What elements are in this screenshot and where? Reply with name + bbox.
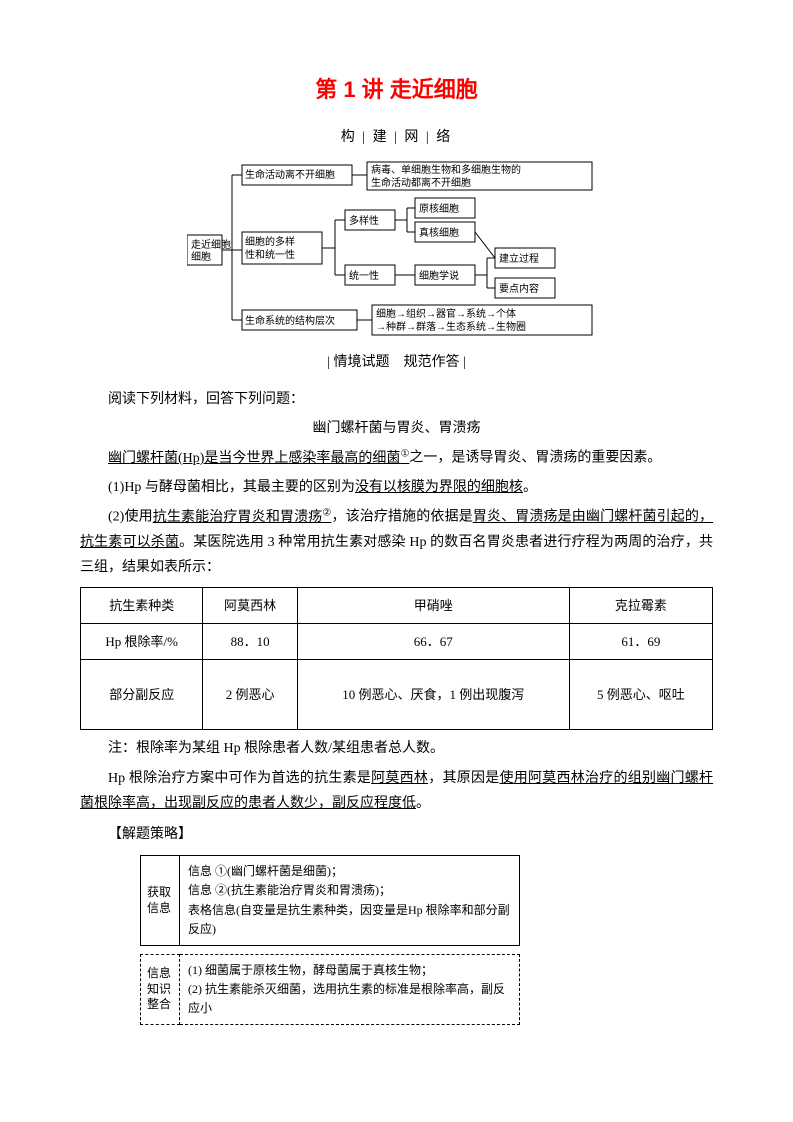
intro-text: 阅读下列材料，回答下列问题： — [80, 387, 713, 412]
table-cell: Hp 根除率/% — [81, 623, 203, 659]
section-label: | 情境试题 规范作答 | — [80, 350, 713, 375]
table-cell: 5 例恶心、呕吐 — [569, 660, 712, 730]
table-note: 注：根除率为某组 Hp 根除患者人数/某组患者总人数。 — [80, 736, 713, 761]
table-cell: 2 例恶心 — [203, 660, 297, 730]
table-row: Hp 根除率/% 88．10 66．67 61．69 — [81, 623, 713, 659]
question-2: (2)使用抗生素能治疗胃炎和胃溃疡②，该治疗措施的依据是胃炎、胃溃疡是由幽门螺杆… — [80, 504, 713, 580]
table-cell: 61．69 — [569, 623, 712, 659]
svg-text:细胞学说: 细胞学说 — [419, 269, 459, 282]
table-header-row: 抗生素种类 阿莫西林 甲硝唑 克拉霉素 — [81, 587, 713, 623]
strategy-left-label: 信息知识整合 — [140, 954, 180, 1026]
page-title: 第 1 讲 走近细胞 — [80, 70, 713, 110]
svg-text:真核细胞: 真核细胞 — [419, 226, 459, 239]
strategy-block-1: 获取信息 信息 ①(幽门螺杆菌是细菌)； 信息 ②(抗生素能治疗胃炎和胃溃疡)；… — [140, 855, 520, 946]
table-cell: 克拉霉素 — [569, 587, 712, 623]
svg-text:要点内容: 要点内容 — [499, 282, 539, 295]
table-cell: 88．10 — [203, 623, 297, 659]
svg-text:建立过程: 建立过程 — [499, 252, 539, 265]
svg-text:细胞→组织→器官→系统→个体: 细胞→组织→器官→系统→个体 — [376, 307, 516, 320]
table-cell: 部分副反应 — [81, 660, 203, 730]
concept-diagram: 走近细胞 细胞 生命活动离不开细胞 病毒、单细胞生物和多细胞生物的 生命活动都离… — [187, 160, 607, 340]
data-table: 抗生素种类 阿莫西林 甲硝唑 克拉霉素 Hp 根除率/% 88．10 66．67… — [80, 587, 713, 731]
svg-text:生命活动都离不开细胞: 生命活动都离不开细胞 — [371, 176, 471, 189]
paragraph-3: Hp 根除治疗方案中可作为首选的抗生素是阿莫西林，其原因是使用阿莫西林治疗的组别… — [80, 766, 713, 816]
strategy-content: 信息 ①(幽门螺杆菌是细菌)； 信息 ②(抗生素能治疗胃炎和胃溃疡)； 表格信息… — [180, 855, 520, 946]
table-row: 部分副反应 2 例恶心 10 例恶心、厌食，1 例出现腹泻 5 例恶心、呕吐 — [81, 660, 713, 730]
svg-text:细胞: 细胞 — [191, 250, 211, 263]
p1-underline: 幽门螺杆菌(Hp)是当今世界上感染率最高的细菌① — [108, 451, 409, 466]
table-cell: 甲硝唑 — [297, 587, 569, 623]
table-cell: 阿莫西林 — [203, 587, 297, 623]
svg-text:生命系统的结构层次: 生命系统的结构层次 — [245, 314, 335, 327]
svg-text:多样性: 多样性 — [349, 214, 379, 227]
table-cell: 10 例恶心、厌食，1 例出现腹泻 — [297, 660, 569, 730]
svg-text:统一性: 统一性 — [349, 269, 379, 282]
headline: 幽门螺杆菌与胃炎、胃溃疡 — [80, 416, 713, 441]
svg-text:→种群→群落→生态系统→生物圈: →种群→群落→生态系统→生物圈 — [376, 320, 526, 333]
svg-text:细胞的多样: 细胞的多样 — [245, 235, 295, 248]
svg-text:性和统一性: 性和统一性 — [245, 248, 295, 261]
strategy-left-label: 获取信息 — [140, 855, 180, 946]
question-1: (1)Hp 与酵母菌相比，其最主要的区别为没有以核膜为界限的细胞核。 — [80, 475, 713, 500]
svg-text:原核细胞: 原核细胞 — [419, 202, 459, 215]
svg-text:生命活动离不开细胞: 生命活动离不开细胞 — [245, 168, 335, 181]
table-cell: 66．67 — [297, 623, 569, 659]
strategy-block-2: 信息知识整合 (1) 细菌属于原核生物，酵母菌属于真核生物； (2) 抗生素能杀… — [140, 954, 520, 1026]
strategy-content: (1) 细菌属于原核生物，酵母菌属于真核生物； (2) 抗生素能杀灭细菌，选用抗… — [180, 954, 520, 1026]
svg-text:走近细胞: 走近细胞 — [191, 238, 231, 251]
subtitle: 构 | 建 | 网 | 络 — [80, 125, 713, 150]
paragraph-1: 幽门螺杆菌(Hp)是当今世界上感染率最高的细菌①之一，是诱导胃炎、胃溃疡的重要因… — [80, 445, 713, 471]
svg-text:病毒、单细胞生物和多细胞生物的: 病毒、单细胞生物和多细胞生物的 — [371, 163, 521, 176]
table-cell: 抗生素种类 — [81, 587, 203, 623]
strategy-label: 【解题策略】 — [80, 822, 713, 847]
